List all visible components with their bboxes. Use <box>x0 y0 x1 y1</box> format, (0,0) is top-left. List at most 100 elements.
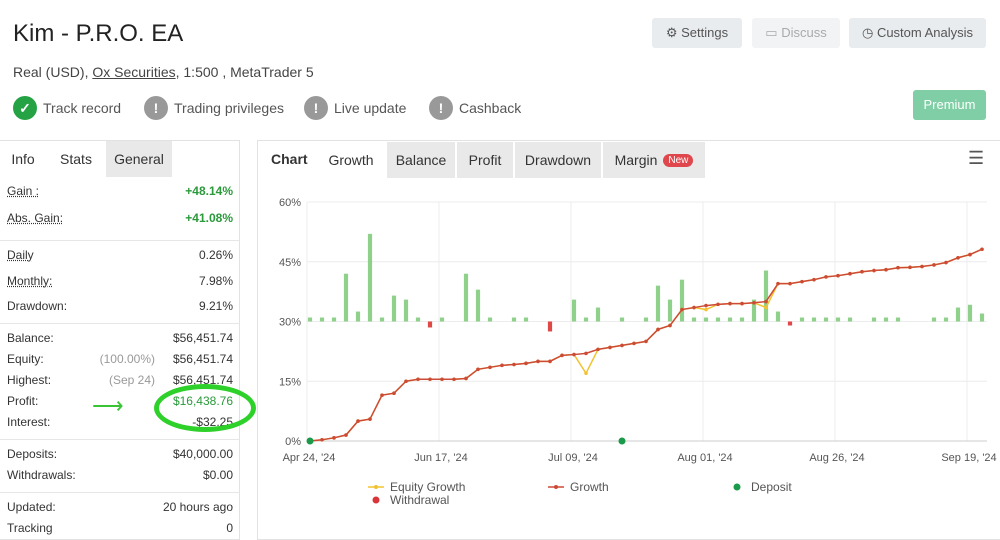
premium-button[interactable]: Premium <box>913 90 986 120</box>
stat-label: Withdrawals: <box>7 468 76 482</box>
settings-button[interactable]: ⚙ Settings <box>652 18 742 48</box>
tab[interactable]: Growth <box>317 142 385 178</box>
x-tick-label: Sep 19, '24 <box>941 452 996 464</box>
point <box>536 359 540 364</box>
badge: ! Live update <box>304 96 406 120</box>
legend-marker <box>372 496 380 504</box>
bar <box>691 317 697 322</box>
stat-row: Drawdown: 9.21% <box>7 299 233 317</box>
stat-row: Monthly: 7.98% <box>7 274 233 292</box>
tab[interactable]: Stats <box>46 141 106 177</box>
point <box>800 279 804 284</box>
bar <box>439 317 445 322</box>
bar <box>583 317 589 322</box>
bar <box>883 317 889 322</box>
highlight-circle <box>154 384 256 432</box>
bar <box>763 270 769 322</box>
discuss-button[interactable]: ▭ Discuss <box>752 18 840 48</box>
legend-marker <box>733 483 741 491</box>
point <box>332 436 336 440</box>
point <box>668 323 672 328</box>
stat-value: $56,451.74 <box>172 352 233 366</box>
marker <box>306 437 314 445</box>
label: Settings <box>681 25 729 40</box>
tab-label: Growth <box>328 152 374 168</box>
y-tick-label: 30% <box>279 317 301 329</box>
bar <box>775 311 781 322</box>
point <box>860 269 864 274</box>
filter-icon[interactable]: ☰ <box>968 148 985 168</box>
bar <box>355 311 361 322</box>
stat-label[interactable]: Gain : <box>7 184 40 198</box>
point <box>824 275 828 279</box>
tab-label: Balance <box>395 152 447 168</box>
tab[interactable]: Margin New <box>603 142 705 178</box>
stat-row: Updated: 20 hours ago <box>7 500 233 518</box>
point <box>404 379 408 384</box>
bar <box>343 273 349 322</box>
point <box>344 433 348 437</box>
point <box>572 352 576 357</box>
point <box>596 347 600 352</box>
point <box>932 263 936 267</box>
bar <box>643 317 649 322</box>
x-tick-label: Aug 01, '24 <box>677 452 732 464</box>
bar <box>547 321 553 332</box>
tab[interactable]: Drawdown <box>515 142 601 178</box>
bar <box>655 285 661 322</box>
stat-label: Equity: <box>7 352 44 366</box>
stat-label[interactable]: Monthly: <box>7 273 53 288</box>
point <box>464 376 468 381</box>
bar <box>811 317 817 322</box>
stat-label[interactable]: Abs. Gain: <box>7 211 64 225</box>
bar <box>595 307 601 322</box>
point <box>776 281 780 286</box>
chart-label: Chart <box>271 151 308 167</box>
label: Discuss <box>781 25 827 40</box>
point <box>908 265 912 270</box>
y-tick-label: 45% <box>279 257 301 269</box>
bar <box>571 299 577 322</box>
point <box>560 353 564 358</box>
bar <box>307 317 313 322</box>
stat-value: 20 hours ago <box>162 500 233 514</box>
bar <box>979 313 985 322</box>
stat-label: Drawdown: <box>7 299 68 313</box>
stat-label: Highest: <box>7 373 52 387</box>
point <box>740 301 744 306</box>
point <box>836 273 840 278</box>
point <box>644 339 648 344</box>
page-title: Kim - P.R.O. EA <box>13 20 184 47</box>
tab[interactable]: General <box>106 141 172 177</box>
broker-link[interactable]: Ox Securities <box>92 64 176 80</box>
y-tick-label: 15% <box>279 376 301 388</box>
x-tick-label: Aug 26, '24 <box>809 452 864 464</box>
tab-label: Profit <box>468 152 502 168</box>
bar <box>667 299 673 322</box>
point <box>920 264 924 269</box>
point <box>752 300 756 305</box>
bar <box>847 317 853 322</box>
x-tick-label: Apr 24, '24 <box>283 452 336 464</box>
custom-analysis-button[interactable]: ◷ Custom Analysis <box>849 18 986 48</box>
legend-label: Growth <box>570 480 609 494</box>
stat-value: +48.14% <box>185 184 233 198</box>
stat-value: $0.00 <box>202 468 233 482</box>
line <box>309 248 983 442</box>
account-info: Real (USD), Ox Securities, 1:500 , MetaT… <box>13 64 314 80</box>
point <box>380 393 384 397</box>
stat-row: Abs. Gain: +41.08% <box>7 211 233 229</box>
point <box>440 377 444 382</box>
point <box>512 362 516 367</box>
bar <box>787 321 793 326</box>
tab[interactable]: Balance <box>387 142 455 178</box>
point <box>788 281 792 286</box>
stat-label[interactable]: Daily <box>7 248 34 262</box>
tab[interactable]: Info <box>0 141 46 177</box>
separator <box>0 240 240 241</box>
bar <box>739 317 745 322</box>
tab[interactable]: Profit <box>457 142 513 178</box>
badge: ! Cashback <box>429 96 521 120</box>
point <box>812 277 816 282</box>
